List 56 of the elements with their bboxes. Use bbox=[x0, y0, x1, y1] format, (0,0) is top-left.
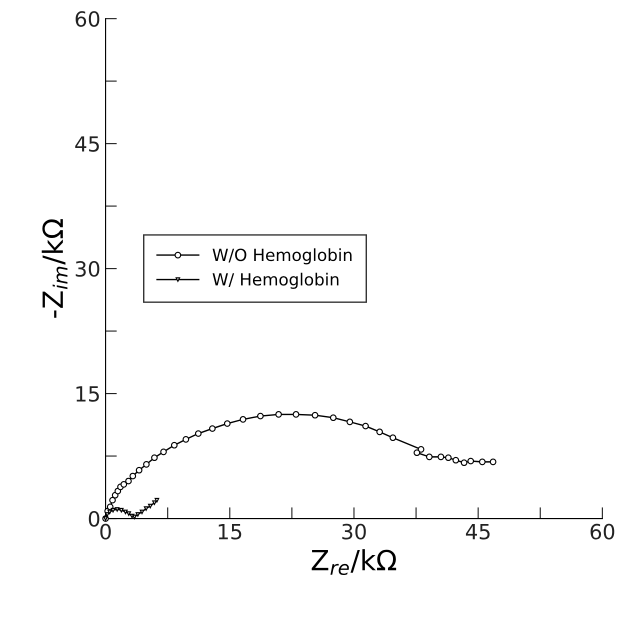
point bbox=[490, 458, 496, 466]
point bbox=[418, 446, 424, 453]
x-tick-label: 0 bbox=[100, 524, 111, 540]
point bbox=[151, 454, 158, 462]
point bbox=[194, 430, 202, 437]
point bbox=[460, 459, 468, 466]
y-tick-label: 60 bbox=[76, 11, 100, 27]
point bbox=[114, 507, 120, 512]
point bbox=[140, 510, 144, 514]
point bbox=[346, 418, 354, 426]
point bbox=[182, 436, 190, 443]
y-tick-label: 15 bbox=[76, 386, 99, 402]
point bbox=[445, 454, 452, 462]
point bbox=[209, 425, 216, 432]
point bbox=[390, 434, 396, 442]
point bbox=[438, 454, 444, 460]
point bbox=[292, 411, 300, 418]
x-axis-title: Z$_{re}$/kΩ bbox=[312, 549, 396, 576]
point bbox=[426, 454, 433, 460]
point bbox=[275, 411, 282, 418]
y-axis-title: -Z$_{im}$/kΩ bbox=[42, 219, 68, 318]
point bbox=[362, 422, 369, 430]
y-tick-label: 45 bbox=[75, 136, 99, 152]
point bbox=[414, 449, 420, 456]
point bbox=[136, 512, 140, 517]
point bbox=[312, 412, 318, 419]
point bbox=[376, 428, 383, 436]
point bbox=[107, 510, 112, 514]
x-tick-label: 60 bbox=[590, 524, 614, 540]
point bbox=[478, 458, 486, 466]
legend-label: W/O Hemoglobin bbox=[212, 248, 352, 264]
point bbox=[240, 416, 246, 423]
point bbox=[467, 458, 474, 464]
point bbox=[126, 511, 132, 516]
point bbox=[144, 506, 148, 511]
y-tick-label: 30 bbox=[76, 261, 100, 277]
point bbox=[257, 412, 264, 420]
point bbox=[109, 496, 116, 504]
point bbox=[330, 414, 337, 422]
y-tick-label: 0 bbox=[88, 510, 100, 527]
x-tick-label: 45 bbox=[466, 524, 490, 540]
point bbox=[143, 461, 150, 468]
x-tick-label: 15 bbox=[218, 524, 242, 540]
point bbox=[170, 442, 178, 449]
point bbox=[132, 514, 137, 520]
point bbox=[160, 448, 167, 456]
x-tick-label: 30 bbox=[342, 524, 366, 540]
point bbox=[125, 478, 132, 484]
point bbox=[148, 504, 153, 508]
point bbox=[452, 456, 460, 464]
point bbox=[123, 510, 128, 514]
point bbox=[120, 481, 128, 488]
point bbox=[224, 420, 231, 427]
legend-label: W/ Hemoglobin bbox=[212, 272, 338, 289]
point bbox=[136, 466, 142, 474]
point bbox=[129, 472, 136, 480]
